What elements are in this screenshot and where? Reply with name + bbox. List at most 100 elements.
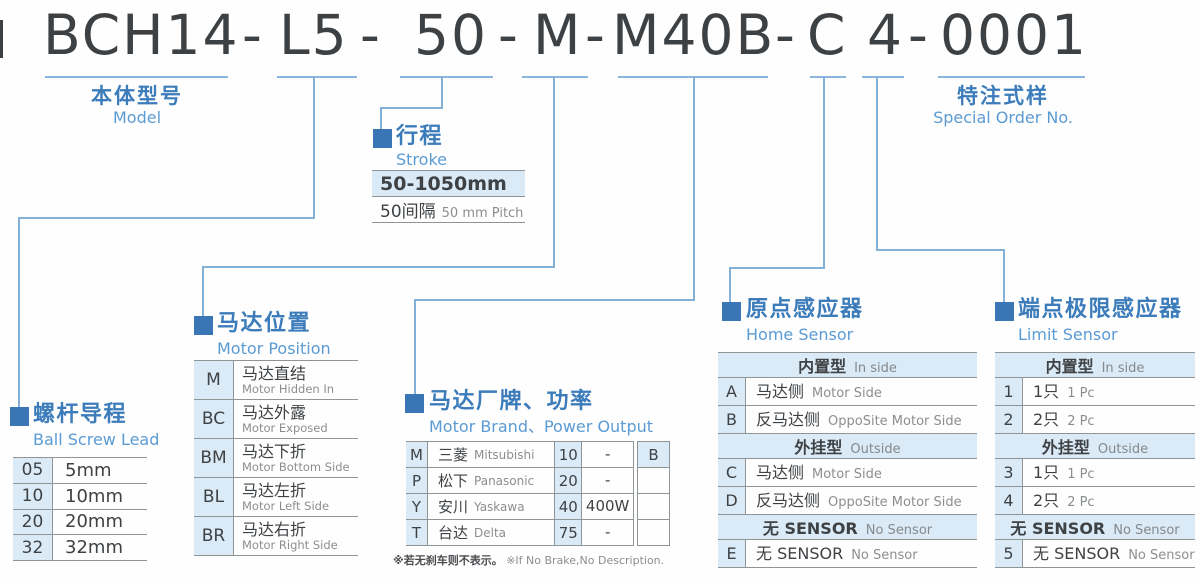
sensor-code: 4 xyxy=(995,487,1023,514)
section-marker-icon xyxy=(405,394,424,413)
connector-limit-sensor xyxy=(876,249,1005,251)
table-row: 50-1050mm xyxy=(372,171,525,197)
sensor-zh: 无 SENSOR xyxy=(756,543,844,563)
lead-value: 32mm xyxy=(65,537,123,559)
position-en: Motor Hidden In xyxy=(242,381,335,396)
table-row: A 马达侧 Motor Side xyxy=(718,378,977,406)
table-row: M 三菱 Mitsubishi 10 - xyxy=(406,442,634,468)
sensor-en: 2 Pc xyxy=(1067,494,1095,510)
connector-limit-sensor xyxy=(876,77,878,251)
sensor-en: 1 Pc xyxy=(1067,466,1095,482)
brake-code-column: B xyxy=(637,441,670,546)
home-sensor-table: 内置型 In side A 马达侧 Motor Side B 反马达侧 Oppo… xyxy=(718,352,977,568)
table-row: BM 马达下折 Motor Bottom Side xyxy=(194,439,358,478)
table-row: M 马达直结 Motor Hidden In xyxy=(194,361,358,400)
power-value: - xyxy=(582,520,634,545)
group-header-zh: 无 SENSOR xyxy=(762,519,858,538)
sensor-zh: 马达侧 xyxy=(756,462,805,482)
sensor-zh: 无 SENSOR xyxy=(1033,543,1121,563)
ball-screw-lead-title-zh: 螺杆导程 xyxy=(33,402,128,427)
brake-note-en: ※If No Brake,No Description. xyxy=(506,554,665,567)
brand-zh: 安川 xyxy=(438,498,469,516)
home-sensor-title-zh: 原点感应器 xyxy=(746,297,864,322)
special-order-callout: 特注式样 Special Order No. xyxy=(903,84,1103,128)
group-header-outside: 外挂型 Outside xyxy=(718,434,977,459)
position-code: BR xyxy=(194,517,234,555)
code-part-stroke: 50 xyxy=(414,3,488,67)
connector-position xyxy=(202,266,555,268)
brand-zh: 台达 xyxy=(438,524,469,542)
section-marker-icon xyxy=(373,129,392,148)
sensor-code: A xyxy=(718,378,746,405)
lead-code: 32 xyxy=(13,535,53,560)
connector-home-sensor xyxy=(729,267,825,269)
position-en: Motor Left Side xyxy=(242,498,330,513)
position-zh: 马达外露 xyxy=(242,402,307,422)
connector-limit-sensor xyxy=(1003,249,1005,308)
code-part-special-order: 0001 xyxy=(940,3,1088,67)
sensor-code: C xyxy=(718,459,746,486)
sensor-en: No Sensor xyxy=(1128,547,1195,563)
lead-code: 05 xyxy=(13,458,53,483)
sensor-en: Motor Side xyxy=(812,466,882,482)
underline-series xyxy=(45,76,228,78)
group-header-no-sensor: 无 SENSOR No Sensor xyxy=(718,515,977,540)
separator-dash: - xyxy=(360,3,382,67)
connector-stroke xyxy=(380,107,382,130)
separator-dash: - xyxy=(498,3,520,67)
limit-sensor-title-en: Limit Sensor xyxy=(1018,325,1118,344)
group-header-zh: 无 SENSOR xyxy=(1010,519,1106,538)
stroke-range: 50-1050mm xyxy=(380,172,507,195)
group-header-en: Outside xyxy=(850,442,901,457)
special-order-label-zh: 特注式样 xyxy=(957,84,1049,108)
sensor-en: 1 Pc xyxy=(1067,385,1095,401)
lead-value: 20mm xyxy=(65,511,123,533)
brand-code: Y xyxy=(406,494,428,519)
brand-zh: 三菱 xyxy=(438,446,469,464)
stroke-title-zh: 行程 xyxy=(396,124,444,149)
code-part-home-sensor: C xyxy=(807,3,848,67)
sensor-en: OppoSite Motor Side xyxy=(828,494,962,510)
code-part-lead: L5 xyxy=(279,3,349,67)
separator-dash: - xyxy=(585,3,607,67)
brake-code: B xyxy=(648,445,659,464)
table-row: P 松下 Panasonic 20 - xyxy=(406,468,634,494)
group-header-en: No Sensor xyxy=(865,523,933,538)
table-row: 20 20mm xyxy=(13,509,147,536)
sensor-zh: 马达侧 xyxy=(756,381,805,401)
table-row: T 台达 Delta 75 - xyxy=(406,520,634,546)
sensor-code: 1 xyxy=(995,378,1023,405)
lead-code: 10 xyxy=(13,483,53,509)
stroke-table: 50-1050mm 50间隔 50 mm Pitch xyxy=(372,170,525,223)
table-row: 5 无 SENSOR No Sensor xyxy=(995,540,1195,568)
sensor-zh: 2只 xyxy=(1033,409,1060,429)
home-sensor-title-en: Home Sensor xyxy=(746,325,854,344)
connector-lead xyxy=(18,217,20,408)
connector-home-sensor xyxy=(729,267,731,304)
separator-dash: - xyxy=(242,3,264,67)
group-header-zh: 外挂型 xyxy=(1041,438,1090,457)
connector-stroke xyxy=(441,77,443,109)
sensor-code: 5 xyxy=(995,540,1023,567)
sensor-zh: 反马达侧 xyxy=(756,490,821,510)
group-header-en: In side xyxy=(854,361,897,376)
table-row: 32 32mm xyxy=(13,535,147,561)
sensor-code: B xyxy=(718,406,746,433)
connector-brand-power xyxy=(693,77,695,301)
sensor-code: D xyxy=(718,487,746,514)
section-marker-icon xyxy=(10,407,29,426)
lead-code: 20 xyxy=(13,509,53,535)
sensor-en: OppoSite Motor Side xyxy=(828,413,962,429)
motor-brand-table: M 三菱 Mitsubishi 10 - P 松下 Panasonic 20 -… xyxy=(406,441,634,546)
position-zh: 马达下折 xyxy=(242,441,307,461)
stroke-pitch-en: 50 mm Pitch xyxy=(441,206,524,221)
code-part-brand-power: M40B xyxy=(612,3,776,67)
table-row: 3 1只 1 Pc xyxy=(995,459,1195,487)
sensor-zh: 1只 xyxy=(1033,381,1060,401)
position-en: Motor Bottom Side xyxy=(242,459,350,474)
table-row: 4 2只 2 Pc xyxy=(995,487,1195,515)
empty-cell xyxy=(638,520,669,546)
model-callout: 本体型号 Model xyxy=(57,84,217,128)
code-part-position: M xyxy=(533,3,583,67)
motor-brand-title-zh: 马达厂牌、功率 xyxy=(429,389,594,414)
